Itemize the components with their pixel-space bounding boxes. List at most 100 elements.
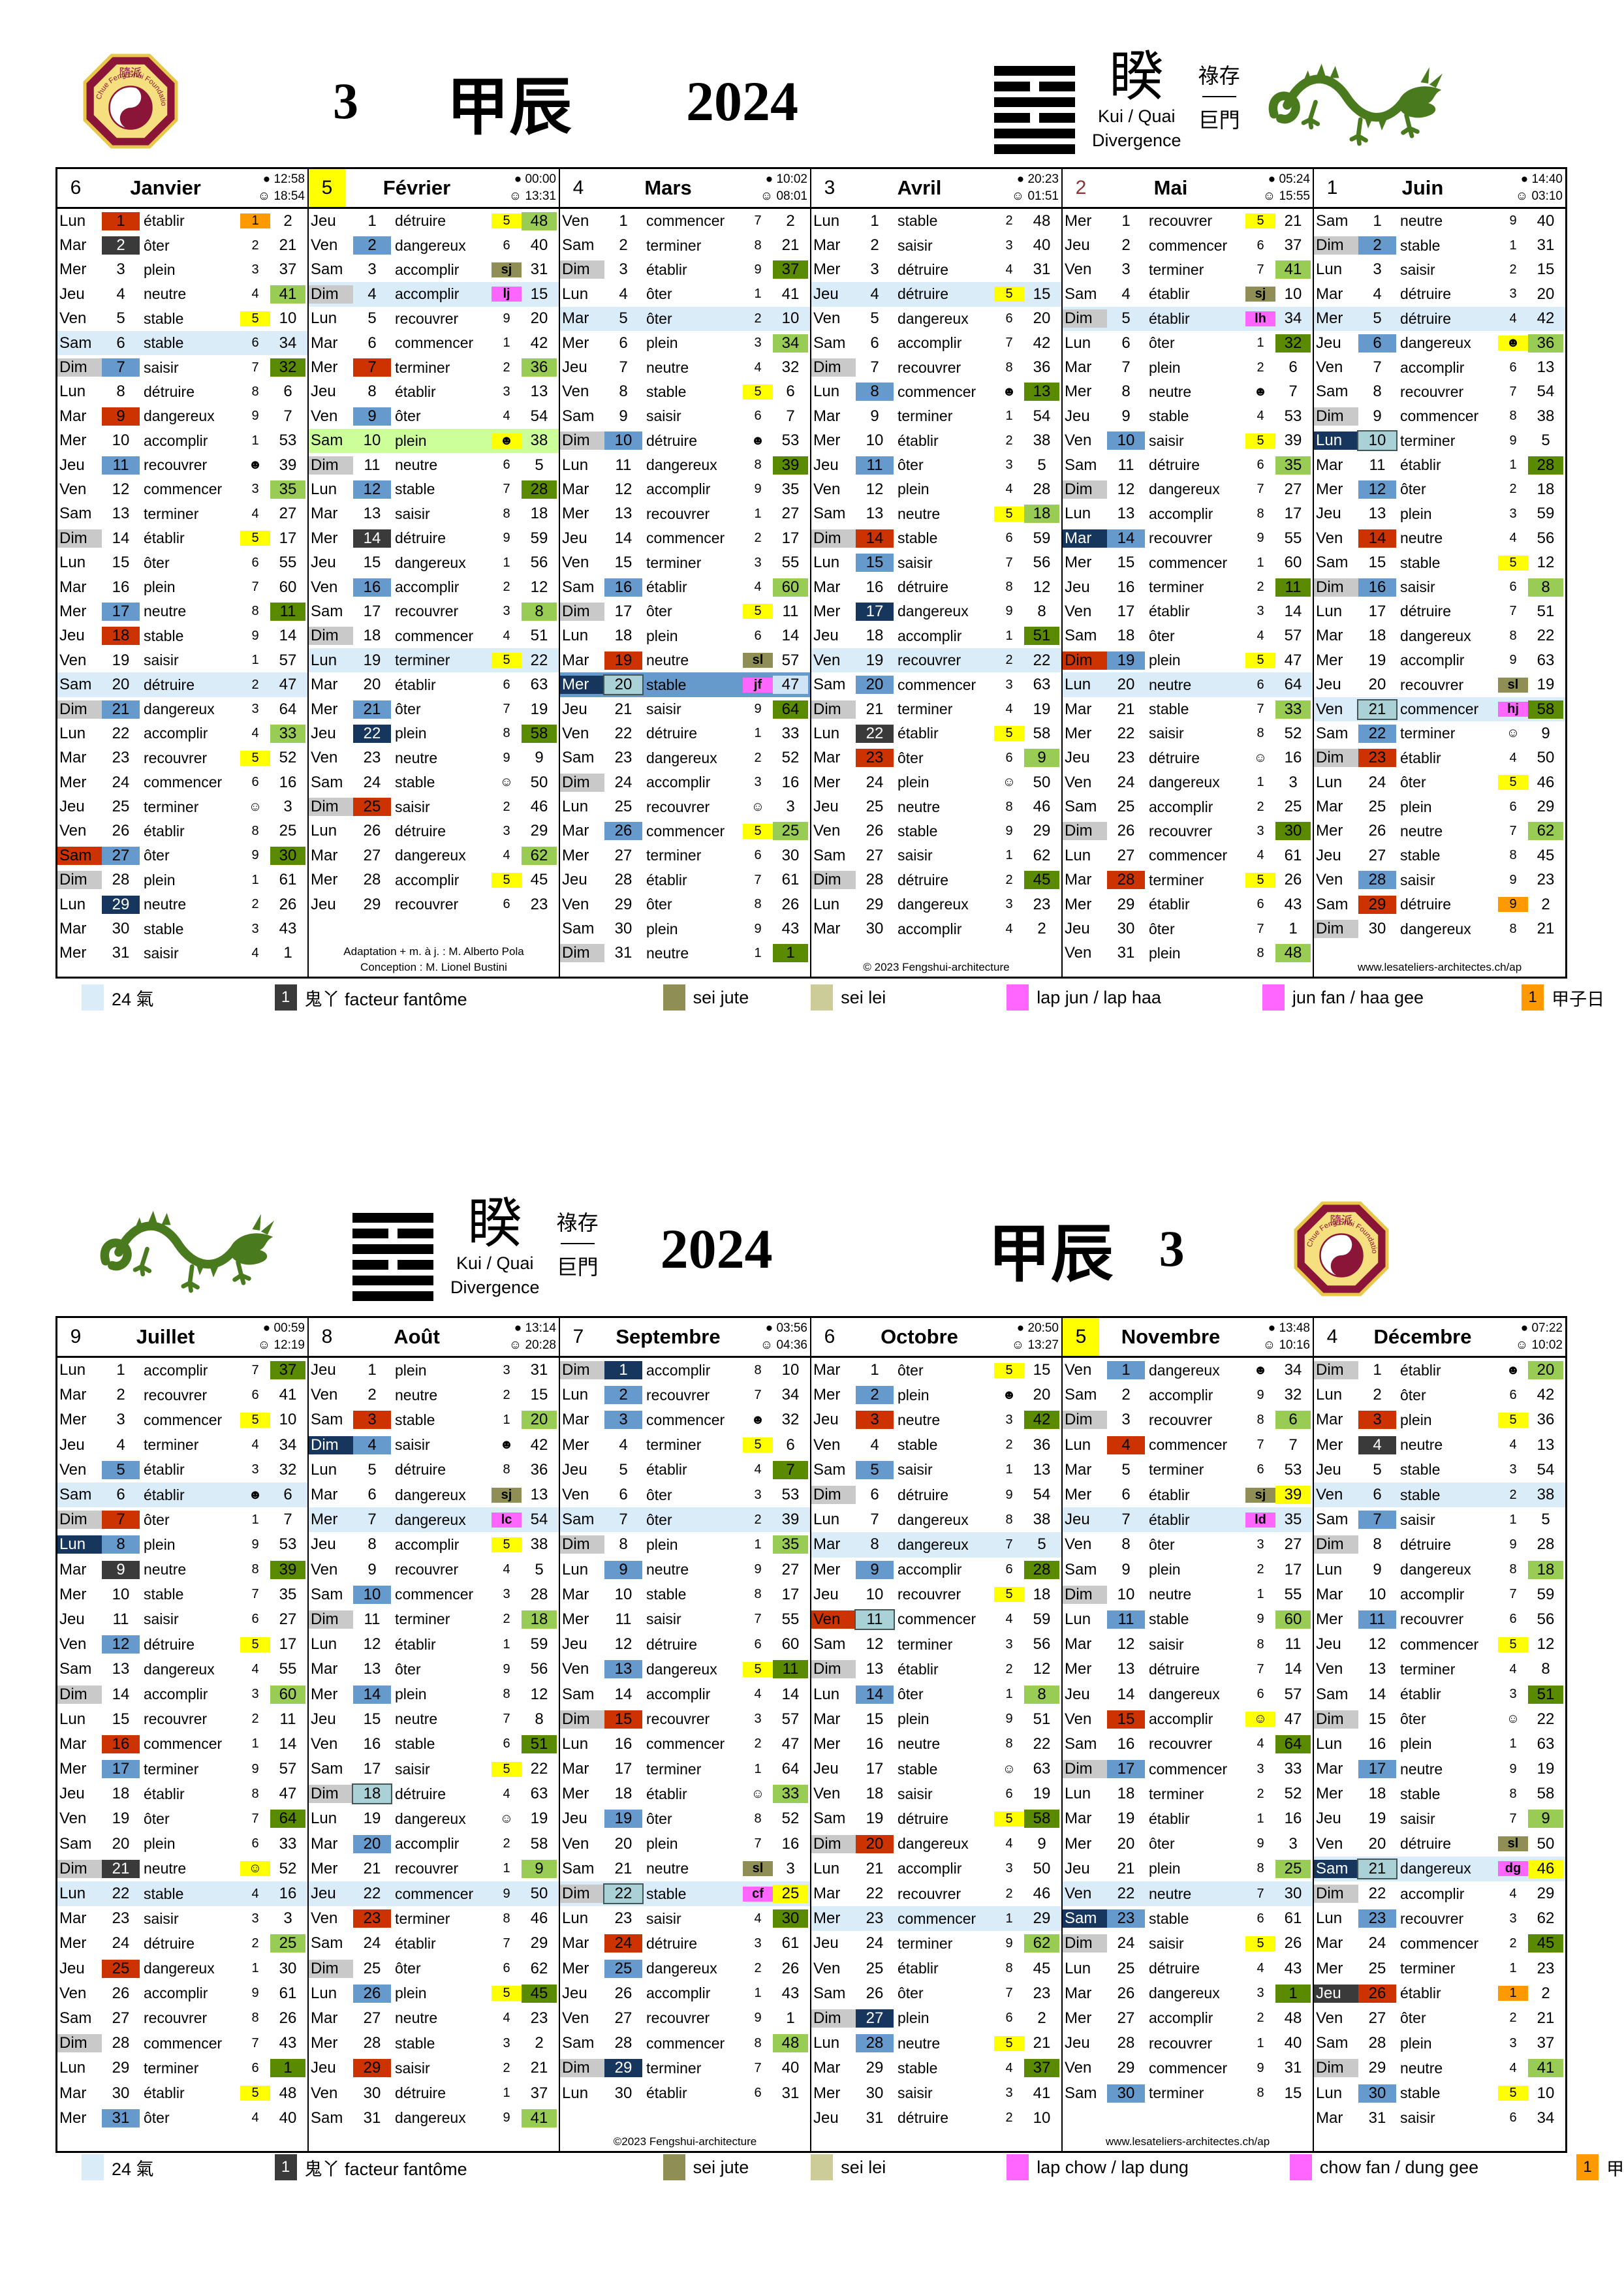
day-number: 31 xyxy=(363,2109,381,2127)
day-row: Mer 21 recouvrer 1 9 xyxy=(309,1857,559,1881)
day-number: 3 xyxy=(1373,260,1382,279)
star-number: 6 xyxy=(503,1961,510,1976)
day-number: 2 xyxy=(116,1386,125,1404)
weekday-label: Sam xyxy=(1063,1909,1107,1928)
day-row: Sam 17 recouvrer 3 8 xyxy=(309,599,559,623)
star-number: 9 xyxy=(503,311,510,326)
star-number: 2 xyxy=(1005,653,1013,668)
star-number: 6 xyxy=(1005,2011,1013,2026)
weekday-label: Sam xyxy=(562,407,595,425)
weekday-label: Jeu xyxy=(813,2109,839,2127)
day-row: Ven 24 dangereux 1 3 xyxy=(1063,770,1313,794)
weekday-label: Lun xyxy=(311,1984,337,2002)
hexagram-number: 15 xyxy=(530,1386,548,1404)
day-number: 29 xyxy=(1358,895,1396,914)
hexagram-number: 8 xyxy=(1037,602,1046,620)
day-officer-keyword: neutre xyxy=(646,944,689,962)
day-officer-keyword: stable xyxy=(898,529,938,547)
day-number: 25 xyxy=(614,798,632,816)
star-number: 3 xyxy=(503,823,510,838)
day-number: 22 xyxy=(614,724,632,742)
day-officer-keyword: terminer xyxy=(395,358,450,376)
hexagram-number: 41 xyxy=(522,2109,557,2127)
day-row: Lun 14 ôter 1 8 xyxy=(811,1682,1061,1706)
legend-label: lap jun / lap haa xyxy=(1037,987,1161,1007)
weekday-label: Jeu xyxy=(813,798,839,816)
hexagram-number: 28 xyxy=(1033,480,1051,498)
star-number: 6 xyxy=(1257,1911,1264,1926)
weekday-label: Mer xyxy=(1316,480,1343,498)
star-number: 4 xyxy=(503,628,510,643)
star-number: 3 xyxy=(1509,506,1517,521)
weekday-label: Ven xyxy=(813,309,841,328)
star-number: 4 xyxy=(1005,1612,1013,1627)
day-row: Mar 22 recouvrer 2 46 xyxy=(811,1881,1061,1906)
day-row: Jeu 6 dangereux ☻ 36 xyxy=(1314,331,1565,355)
day-officer-keyword: neutre xyxy=(1400,1760,1443,1778)
star-number: ☻ xyxy=(248,458,262,473)
weekday-label: Jeu xyxy=(562,1635,587,1654)
day-row: Ven 27 recouvrer 9 1 xyxy=(560,2006,810,2031)
day-row: Mer 21 ôter 7 19 xyxy=(309,697,559,721)
weekday-label: Mer xyxy=(1065,554,1092,572)
legend-label: 鬼丫 facteur fantôme xyxy=(304,989,467,1009)
star-number: 6 xyxy=(754,848,762,863)
hexagram-number: 2 xyxy=(535,2034,544,2052)
hexagram-number: 11 xyxy=(773,1660,808,1679)
star-number: 3 xyxy=(503,604,510,619)
day-row: Mar 17 terminer 1 64 xyxy=(560,1757,810,1781)
day-number: 17 xyxy=(866,1760,884,1778)
weekday-label: Ven xyxy=(1065,944,1092,962)
star-number: 6 xyxy=(503,677,510,692)
day-row: Mer 16 neutre 8 22 xyxy=(811,1732,1061,1757)
day-officer-keyword: établir xyxy=(144,529,185,547)
hexagram-meaning: Divergence xyxy=(450,1278,540,1297)
day-officer-keyword: ôter xyxy=(1400,480,1426,498)
yang-line xyxy=(352,1276,433,1285)
day-row: Ven 12 détruire 5 17 xyxy=(57,1632,307,1657)
day-number: 19 xyxy=(1368,1810,1386,1828)
day-row: Dim 28 détruire 2 45 xyxy=(811,868,1061,892)
day-officer-keyword: saisir xyxy=(1400,1511,1435,1528)
star-number: 4 xyxy=(754,1911,762,1926)
day-officer-keyword: accomplir xyxy=(395,1835,460,1853)
month-footer: © 2023 Fengshui-architecture xyxy=(811,960,1061,975)
day-row: Mer 26 neutre 7 62 xyxy=(1314,819,1565,843)
weekday-label: Mar xyxy=(1065,871,1092,889)
day-officer-keyword: détruire xyxy=(898,285,948,303)
day-officer-keyword: stable xyxy=(1149,700,1189,717)
day-officer-keyword: dangereux xyxy=(1400,920,1471,937)
hexagram-number: 25 xyxy=(270,1934,305,1953)
weekday-label: Jeu xyxy=(813,1934,839,1953)
day-row: Mar 11 établir 1 28 xyxy=(1314,453,1565,477)
weekday-label: Mer xyxy=(562,334,589,352)
weekday-label: Ven xyxy=(562,2009,589,2027)
day-officer-keyword: recouvrer xyxy=(1400,1610,1464,1628)
day-officer-keyword: établir xyxy=(1149,309,1190,327)
weekday-label: Ven xyxy=(1065,602,1092,620)
day-row: Ven 2 neutre 2 15 xyxy=(309,1383,559,1407)
hexagram-number: 12 xyxy=(1033,1660,1051,1678)
day-row: Dim 22 stable cf 25 xyxy=(560,1881,810,1907)
day-officer-keyword: plein xyxy=(1149,944,1181,962)
day-number: 9 xyxy=(604,1560,642,1579)
day-number: 5 xyxy=(870,309,879,328)
legend-swatch-icon xyxy=(1262,984,1285,1011)
star-number: 3 xyxy=(754,555,762,570)
day-officer-keyword: commencer xyxy=(1149,1436,1228,1454)
hexagram-number: 11 xyxy=(1275,578,1311,597)
legend-swatch-icon xyxy=(1007,2154,1029,2180)
day-officer-keyword: ôter xyxy=(646,1511,672,1528)
weekday-label: Mar xyxy=(59,1734,87,1753)
star-number: 6 xyxy=(503,1736,510,1751)
day-number: 1 xyxy=(367,212,377,230)
day-row: Dim 18 détruire 4 63 xyxy=(309,1781,559,1806)
hexagram-number: 8 xyxy=(522,602,557,621)
hexagram-number: 25 xyxy=(773,1885,808,1904)
hexagram-number: 64 xyxy=(1284,676,1302,694)
day-officer-keyword: saisir xyxy=(144,1610,179,1628)
day-officer-keyword: dangereux xyxy=(395,554,466,571)
day-number: 27 xyxy=(102,846,140,865)
weekday-label: Jeu xyxy=(813,1585,839,1603)
day-officer-keyword: établir xyxy=(646,260,687,278)
